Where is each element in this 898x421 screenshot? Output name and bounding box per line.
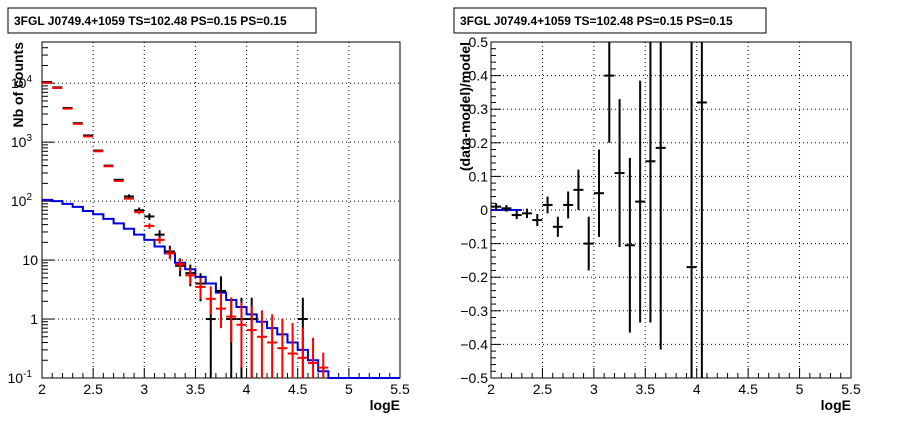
right-data-points xyxy=(491,42,707,378)
residual-panel: 3FGL J0749.4+1059 TS=102.48 PS=0.15 PS=0… xyxy=(453,7,861,413)
right-title-box xyxy=(453,7,767,34)
left-y-tick-exponent: 4 xyxy=(26,74,32,85)
left-chart-title: 3FGL J0749.4+1059 TS=102.48 PS=0.15 PS=0… xyxy=(14,14,287,28)
right-chart-title: 3FGL J0749.4+1059 TS=102.48 PS=0.15 PS=0… xyxy=(460,14,733,28)
left-title-box xyxy=(7,7,317,34)
left-y-tick-label: 102 xyxy=(11,192,33,209)
right-y-tick-label: 0.5 xyxy=(469,34,489,50)
left-grid xyxy=(42,42,400,378)
right-y-axis-ticks: −0.5 −0.4 −0.3 −0.2 −0.1 0 0.1 0.2 0.3 0.4 0.5 xyxy=(460,34,501,386)
left-data-points xyxy=(42,80,329,378)
left-y-tick-label: 1 xyxy=(30,311,38,327)
left-x-tick-label: 4.5 xyxy=(288,381,308,397)
left-x-axis-ticks: 2 2.5 3 3.5 4 4.5 5 5.5 xyxy=(38,368,410,397)
right-y-tick-label: 0.1 xyxy=(469,168,489,184)
left-x-tick-label: 3 xyxy=(140,381,148,397)
right-x-tick-label: 5.5 xyxy=(841,381,861,397)
left-y-axis-title: Nb of counts xyxy=(10,42,26,128)
left-x-axis-title: logE xyxy=(370,397,400,413)
right-y-axis-title: (data-model)/model xyxy=(457,42,473,171)
left-x-tick-label: 3.5 xyxy=(186,381,206,397)
right-y-tick-label: −0.5 xyxy=(460,370,488,386)
right-x-tick-label: 3.5 xyxy=(636,381,656,397)
left-y-tick-exponent: -1 xyxy=(23,369,32,380)
left-x-tick-label: 2.5 xyxy=(83,381,103,397)
right-y-tick-label: −0.3 xyxy=(460,303,488,319)
left-y-tick-exponent: 2 xyxy=(26,192,32,203)
left-x-tick-label: 5 xyxy=(345,381,353,397)
right-grid xyxy=(491,42,851,378)
left-y-tick-exponent: 3 xyxy=(26,133,32,144)
right-y-tick-label: 0.4 xyxy=(469,68,489,84)
right-y-tick-label: −0.1 xyxy=(460,236,488,252)
left-y-tick-label: 103 xyxy=(11,133,33,150)
right-x-axis-title: logE xyxy=(821,397,851,413)
right-y-tick-label: 0.3 xyxy=(469,101,489,117)
left-x-tick-label: 5.5 xyxy=(390,381,410,397)
left-x-tick-label: 2 xyxy=(38,381,46,397)
right-x-tick-label: 2.5 xyxy=(533,381,553,397)
right-x-tick-label: 4 xyxy=(693,381,701,397)
counts-panel: 3FGL J0749.4+1059 TS=102.48 PS=0.15 PS=0… xyxy=(7,7,410,413)
right-x-tick-label: 5 xyxy=(796,381,804,397)
right-x-axis-ticks: 2 2.5 3 3.5 4 4.5 5 5.5 xyxy=(487,368,861,397)
right-x-tick-label: 4.5 xyxy=(738,381,758,397)
left-x-tick-label: 4 xyxy=(243,381,251,397)
right-y-tick-label: −0.2 xyxy=(460,269,488,285)
right-y-tick-label: 0 xyxy=(480,202,488,218)
right-x-tick-label: 2 xyxy=(487,381,495,397)
left-y-tick-label: 10-1 xyxy=(8,369,33,386)
left-y-tick-label: 10 xyxy=(22,252,38,268)
right-y-tick-label: 0.2 xyxy=(469,135,489,151)
right-y-tick-label: −0.4 xyxy=(460,336,488,352)
right-x-tick-label: 3 xyxy=(590,381,598,397)
